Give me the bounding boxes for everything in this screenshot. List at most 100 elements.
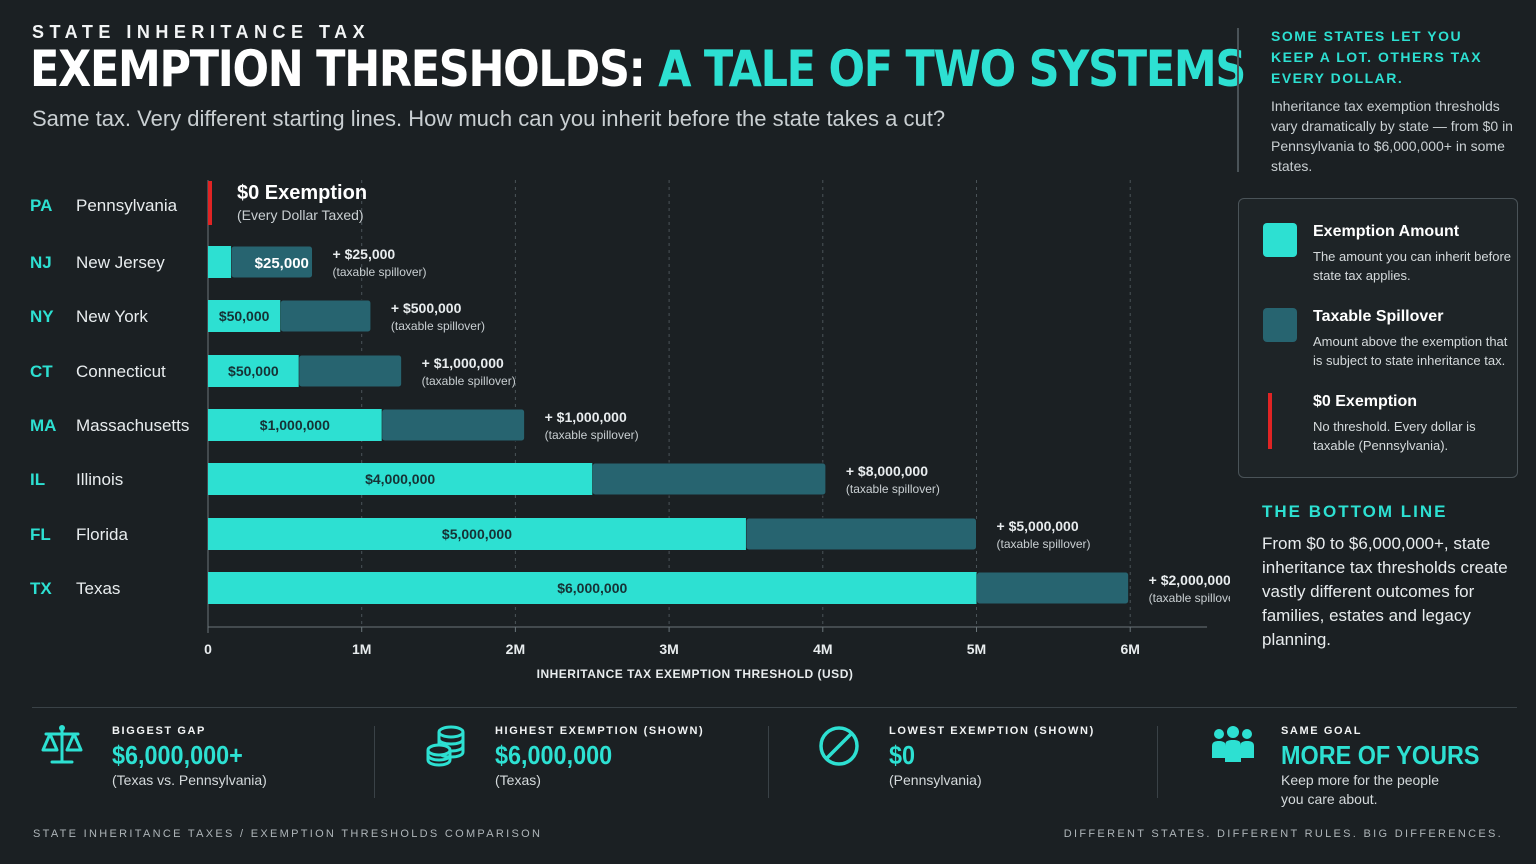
spillover-bar <box>976 571 1130 605</box>
state-abbr: FL <box>30 525 51 544</box>
spillover-value-label: + $1,000,000 <box>422 355 504 371</box>
spillover-value-label: + $2,000,000 <box>1149 572 1230 588</box>
state-abbr: MA <box>30 416 56 435</box>
exemption-bar <box>208 355 299 387</box>
zero-exemption-label: $0 Exemption <box>237 182 367 204</box>
sidebar-text: Inheritance tax exemption thresholds var… <box>1271 98 1513 174</box>
stat-label: SAME GOAL <box>1281 725 1363 737</box>
x-tick-label: 4M <box>813 641 832 657</box>
x-tick-label: 6M <box>1120 641 1139 657</box>
sidebar-headline: SOME STATES LET YOU KEEP A LOT. OTHERS T… <box>1271 28 1483 86</box>
bar-chart: 0 1M 2M 3M 4M 5M 6M INHERITANCE TAX EXEMPTION T… <box>30 180 1230 681</box>
state-abbr: PA <box>30 196 52 215</box>
x-tick-label: 0 <box>204 641 212 657</box>
footer-right: DIFFERENT STATES. DIFFERENT RULES. BIG D… <box>1063 828 1503 840</box>
legend-desc: The amount you can inherit before state … <box>1313 249 1512 283</box>
x-axis-label: INHERITANCE TAX EXEMPTION THRESHOLD (USD… <box>537 667 854 681</box>
legend-swatch-exemption <box>1263 223 1297 257</box>
spillover-value-label: + $500,000 <box>391 300 462 316</box>
title-main: EXEMPTION THRESHOLDS: <box>30 40 659 98</box>
legend-swatch-spillover <box>1263 308 1297 342</box>
state-abbr: NJ <box>30 253 52 272</box>
stat-label: HIGHEST EXEMPTION (SHOWN) <box>495 725 705 737</box>
spillover-value-label: + $8,000,000 <box>846 463 928 479</box>
stat-note: (Pennsylvania) <box>889 772 982 788</box>
stat-value: MORE OF YOURS <box>1281 740 1480 770</box>
state-abbr: IL <box>30 470 45 489</box>
state-abbr: TX <box>30 579 52 598</box>
legend-desc: Amount above the exemption that is subje… <box>1313 334 1508 368</box>
exemption-bar <box>208 409 382 441</box>
x-tick-label: 2M <box>506 641 525 657</box>
legend-title: Taxable Spillover <box>1313 308 1444 325</box>
spillover-note: (taxable spillover) <box>545 428 639 442</box>
spillover-value-label: + $1,000,000 <box>545 409 627 425</box>
stat-separator <box>768 726 769 798</box>
legend: Exemption Amount The amount you can inhe… <box>1238 198 1518 478</box>
bar-value-label: $25,000 <box>255 255 309 272</box>
bottom-line-heading: THE BOTTOM LINE <box>1262 502 1448 521</box>
state-name: Connecticut <box>76 362 166 381</box>
footer-left: STATE INHERITANCE TAXES / EXEMPTION THRE… <box>33 828 543 840</box>
legend-title: $0 Exemption <box>1313 393 1418 410</box>
state-name: Texas <box>76 579 120 598</box>
title-accent: A TALE OF TWO SYSTEMS <box>658 40 1246 98</box>
scale-icon <box>41 725 83 764</box>
state-name: Florida <box>76 525 129 544</box>
spillover-bar <box>279 299 372 333</box>
x-tick-label: 1M <box>352 641 371 657</box>
exemption-bar <box>208 300 281 332</box>
exemption-bar <box>208 463 593 495</box>
state-abbr: NY <box>30 307 54 326</box>
spillover-bar <box>381 408 526 442</box>
people-icon <box>1212 726 1254 762</box>
legend-swatch-zero-line <box>1268 393 1272 449</box>
bar-value-label: $50,000 <box>228 363 279 379</box>
bottom-line-text: From $0 to $6,000,000+, state inheritanc… <box>1262 534 1508 649</box>
zero-exemption-note: (Every Dollar Taxed) <box>237 207 364 223</box>
spillover-bar <box>591 462 827 496</box>
state-name: New Jersey <box>76 253 165 272</box>
legend-desc: No threshold. Every dollar is taxable (P… <box>1313 419 1476 453</box>
spillover-note: (taxable spillover) <box>997 537 1091 551</box>
x-tick-label: 5M <box>967 641 986 657</box>
zero-exemption-line <box>208 181 212 225</box>
stat-separator <box>1157 726 1158 798</box>
subtitle: Same tax. Very different starting lines.… <box>32 106 946 131</box>
stat-label: BIGGEST GAP <box>112 725 206 737</box>
kicker: STATE INHERITANCE TAX <box>32 22 371 42</box>
sidebar-rule <box>1237 28 1239 172</box>
state-name: New York <box>76 307 148 326</box>
coins-icon <box>426 725 465 767</box>
bar-value-label: $5,000,000 <box>442 526 512 542</box>
exemption-bar <box>208 246 232 278</box>
stat-label: LOWEST EXEMPTION (SHOWN) <box>889 725 1095 737</box>
spillover-value-label: + $25,000 <box>333 246 396 262</box>
state-name: Illinois <box>76 470 123 489</box>
exemption-bar <box>208 518 746 550</box>
prohibited-icon <box>819 726 859 766</box>
spillover-note: (taxable spillover) <box>422 374 516 388</box>
state-name: Massachusetts <box>76 416 189 435</box>
spillover-bar <box>745 517 978 551</box>
x-tick-label: 3M <box>659 641 678 657</box>
state-name: Pennsylvania <box>76 196 178 215</box>
spillover-note: (taxable spillover) <box>846 482 940 496</box>
spillover-note: (taxable spillover) <box>391 319 485 333</box>
stat-note: (Texas vs. Pennsylvania) <box>112 772 267 788</box>
spillover-note: (taxable spillover) <box>1149 591 1230 605</box>
bar-value-label: $1,000,000 <box>260 417 330 433</box>
stat-value: $0 <box>889 740 916 770</box>
bar-value-label: $6,000,000 <box>557 580 627 596</box>
spillover-note: (taxable spillover) <box>333 265 427 279</box>
page-title: EXEMPTION THRESHOLDS: A TALE OF TWO SYST… <box>30 40 1246 98</box>
bar-value-label: $50,000 <box>219 308 270 324</box>
stat-value: $6,000,000 <box>495 740 613 770</box>
bar-value-label: $4,000,000 <box>365 471 435 487</box>
exemption-bar <box>208 572 977 604</box>
stat-separator <box>374 726 375 798</box>
stats-divider <box>32 707 1517 708</box>
legend-title: Exemption Amount <box>1313 223 1460 240</box>
spillover-bar <box>298 354 403 388</box>
stat-note: (Texas) <box>495 772 541 788</box>
